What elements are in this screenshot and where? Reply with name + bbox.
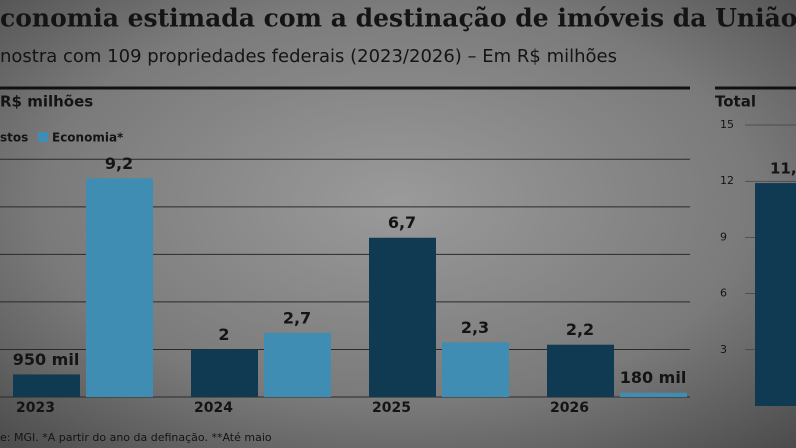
panel-title: Total [715, 93, 756, 111]
legend-label: stos [0, 131, 28, 145]
value-label: 9,2 [105, 154, 133, 173]
y-axis-label: R$ milhões [0, 93, 93, 111]
bar [755, 183, 796, 406]
value-label: 180 mil [620, 368, 687, 387]
x-tick-label: 2026 [550, 400, 589, 416]
value-label: 2 [218, 325, 229, 344]
value-label: 950 mil [13, 350, 80, 369]
bar [86, 178, 153, 397]
legend-swatch [38, 132, 48, 142]
x-tick-label: 2023 [16, 400, 55, 416]
bar [620, 392, 687, 397]
subtitle: nostra com 109 propriedades federais (20… [0, 46, 617, 67]
chart-title: conomia estimada com a destinação de imó… [0, 4, 796, 33]
value-label: 2,2 [566, 320, 594, 339]
bar [369, 237, 436, 397]
y-tick-label: 6 [720, 287, 727, 300]
value-label: 2,3 [461, 318, 489, 337]
bar [547, 344, 614, 397]
value-label: 6,7 [388, 213, 416, 232]
bar [191, 349, 258, 397]
bar [264, 332, 331, 397]
source: e: MGI. *A partir do ano da definação. *… [0, 431, 272, 444]
value-label: 2,7 [283, 308, 311, 327]
value-label: 11,9 [770, 160, 796, 178]
y-tick-label: 12 [720, 174, 734, 187]
y-tick-label: 15 [720, 118, 734, 131]
bar [13, 374, 80, 397]
x-tick-label: 2025 [372, 400, 411, 416]
y-tick-label: 9 [720, 230, 727, 243]
legend-label: Economia* [52, 131, 124, 145]
bar [442, 342, 509, 397]
x-tick-label: 2024 [194, 400, 233, 416]
y-tick-label: 3 [720, 343, 727, 356]
